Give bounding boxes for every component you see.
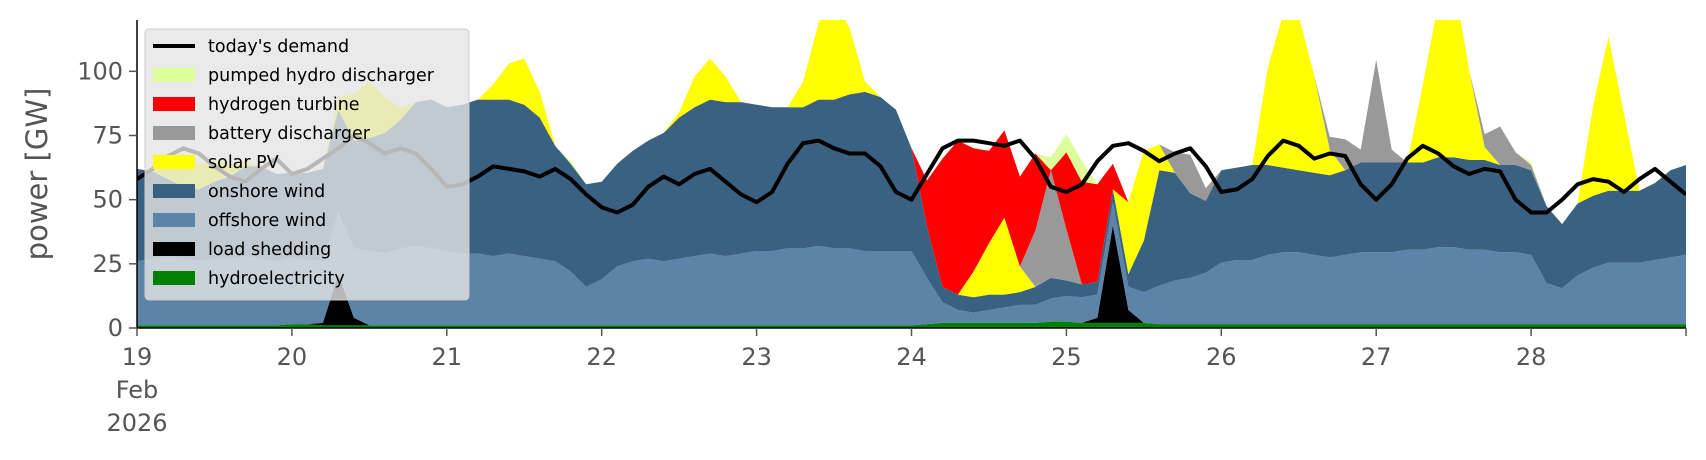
x-tick-label: 19 — [122, 343, 153, 371]
legend-label-onshore-wind: onshore wind — [208, 182, 325, 202]
x-tick-label: 22 — [586, 343, 617, 371]
x-tick-label: 27 — [1361, 343, 1392, 371]
legend-swatch-hydroelectricity — [153, 271, 195, 285]
x-tick-label: 26 — [1206, 343, 1237, 371]
legend-swatch-solar-pv — [153, 155, 195, 169]
legend-label-hydrogen-turbine: hydrogen turbine — [208, 95, 360, 115]
area-onshore-wind — [137, 91, 1686, 313]
legend-swatch-pumped-hydro-discharger — [153, 68, 195, 82]
y-tick-label: 50 — [92, 186, 123, 214]
y-axis-label: power [GW] — [20, 88, 54, 261]
area-offshore-wind — [137, 202, 1686, 326]
legend-label-hydroelectricity: hydroelectricity — [208, 269, 345, 289]
area-hydroelectricity — [137, 321, 1686, 328]
legend-swatch-load-shedding — [153, 242, 195, 256]
legend-label-battery-discharger: battery discharger — [208, 124, 371, 144]
legend-label-load-shedding: load shedding — [208, 240, 331, 260]
legend-label-solar-pv: solar PV — [208, 153, 279, 173]
x-tick-month-label: Feb — [116, 376, 159, 404]
x-tick-label: 21 — [432, 343, 463, 371]
legend-label-today-s-demand: today's demand — [208, 37, 349, 57]
x-tick-label: 25 — [1051, 343, 1082, 371]
x-tick-label: 28 — [1516, 343, 1547, 371]
legend-swatch-hydrogen-turbine — [153, 97, 195, 111]
area-solar-pv — [137, 20, 1686, 298]
legend-label-pumped-hydro-discharger: pumped hydro discharger — [208, 66, 435, 86]
area-battery-discharger — [137, 20, 1686, 295]
y-tick-label: 0 — [108, 314, 123, 342]
x-tick-label: 23 — [741, 343, 772, 371]
x-tick-label: 24 — [896, 343, 927, 371]
legend-swatch-battery-discharger — [153, 126, 195, 140]
y-tick-label: 100 — [77, 57, 123, 85]
legend: today's demand pumped hydro discharger hyd… — [144, 28, 470, 301]
legend-box — [144, 28, 470, 301]
legend-swatch-offshore-wind — [153, 213, 195, 227]
legend-label-offshore-wind: offshore wind — [208, 211, 326, 231]
legend-swatch-onshore-wind — [153, 184, 195, 198]
y-tick-label: 75 — [92, 122, 123, 150]
y-tick-label: 25 — [92, 250, 123, 278]
x-tick-year-label: 2026 — [106, 409, 167, 437]
stacked-areas — [137, 20, 1686, 328]
axes: 0 25 50 75 100 19 Feb 2026 20 21 22 23 24 25 26 27 28 pow… — [20, 20, 1687, 437]
x-tick-label: 20 — [277, 343, 308, 371]
